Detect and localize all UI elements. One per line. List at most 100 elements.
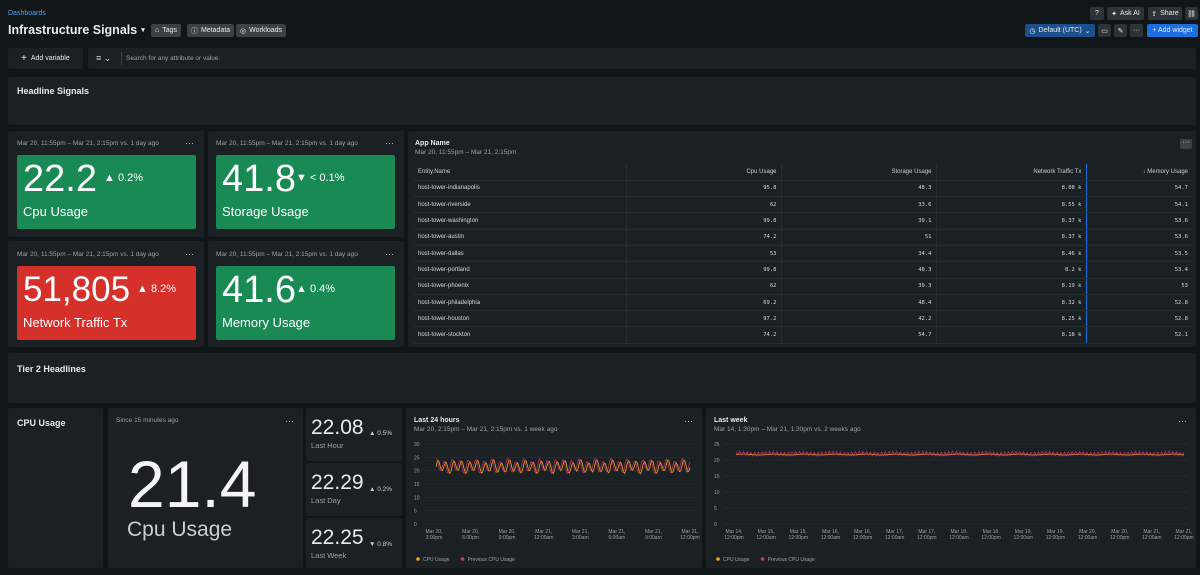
y-tick-label: 25	[414, 455, 420, 461]
billboard-storage[interactable]: 41.8 ▼ < 0.1% Storage Usage	[216, 155, 395, 229]
more-menu-icon[interactable]: ···	[1178, 416, 1187, 426]
legend-label[interactable]: CPU Usage	[423, 557, 450, 563]
table-cell: 54.1	[1086, 196, 1192, 214]
more-button[interactable]: ···	[1130, 24, 1143, 37]
billboard-change: ▼ < 0.1%	[296, 172, 345, 184]
chevron-down-icon[interactable]: ▾	[141, 27, 145, 34]
metadata-button[interactable]: ⓘ Metadata	[187, 24, 235, 37]
x-tick-label: Mar 20, 12:00am	[1078, 529, 1097, 541]
add-variable-button[interactable]: + Add variable	[8, 48, 83, 69]
billboard-memory[interactable]: 41.6 ▲ 0.4% Memory Usage	[216, 266, 395, 340]
table-row[interactable]: host-tower-houston 97.2 42.2 8.25 k 52.8	[414, 310, 1192, 328]
add-widget-button[interactable]: + Add widget	[1147, 24, 1198, 37]
column-header-sorted[interactable]: ↓ Memory Usage	[1086, 164, 1192, 181]
table-row[interactable]: host-tower-philadelphia 69.2 48.4 8.32 k 52.…	[414, 294, 1192, 312]
more-menu-icon[interactable]: ···	[185, 249, 194, 259]
ask-ai-label: Ask AI	[1120, 10, 1140, 17]
x-tick-label: Mar 20, 3:00pm	[426, 529, 443, 541]
sparkle-icon: ✦	[1111, 10, 1118, 18]
more-menu-icon[interactable]: ···	[385, 138, 394, 148]
help-button[interactable]: ?	[1090, 7, 1104, 20]
table-title: App Name	[415, 140, 450, 147]
more-menu-icon[interactable]: ···	[684, 416, 693, 426]
billboard-range: Mar 20, 11:55pm – Mar 21, 2:15pm vs. 1 d…	[216, 251, 358, 258]
table-cell: 53.6	[1086, 212, 1192, 230]
more-menu-icon[interactable]: ···	[385, 249, 394, 259]
more-menu-icon[interactable]: ···	[285, 416, 294, 426]
more-icon: ···	[1133, 27, 1140, 34]
x-tick-label: Mar 16, 12:00am	[821, 529, 840, 541]
chart-subtitle: Mar 14, 1:30pm – Mar 21, 1:30pm vs. 2 we…	[714, 426, 861, 433]
billboard-range: Mar 20, 11:55pm – Mar 21, 2:15pm vs. 1 d…	[216, 140, 358, 147]
x-tick-label: Mar 15, 12:00am	[756, 529, 775, 541]
comparison-value: 22.08	[311, 416, 364, 439]
cpu-since: Since 15 minutes ago	[116, 417, 179, 424]
x-tick-label: Mar 20, 12:00pm	[1110, 529, 1129, 541]
y-tick-label: 25	[714, 442, 720, 448]
table-cell: 48.4	[781, 294, 937, 312]
page-title: Infrastructure Signals ▾ ★	[8, 23, 163, 37]
table-cell: 42.2	[781, 310, 937, 328]
billboard-label: Storage Usage	[222, 204, 309, 219]
entity-name-cell: host-tower-dallas	[414, 245, 627, 263]
column-header[interactable]: Cpu Usage	[626, 164, 782, 181]
cpu-billboard-panel: Since 15 minutes ago ··· 21.4 Cpu Usage	[108, 408, 303, 568]
search-input[interactable]: Search for any attribute or value.	[126, 55, 221, 62]
y-tick-label: 10	[414, 495, 420, 501]
y-tick-label: 5	[714, 506, 717, 512]
table-row[interactable]: host-tower-riverside 62 33.6 8.55 k 54.1	[414, 196, 1192, 214]
entity-name-cell: host-tower-austin	[414, 229, 627, 246]
table-row[interactable]: host-tower-austin 74.2 51 8.37 k 53.6	[414, 229, 1192, 246]
table-row[interactable]: host-tower-dallas 53 34.4 8.46 k 53.5	[414, 245, 1192, 263]
legend-label[interactable]: Previous CPU Usage	[468, 557, 515, 563]
column-header[interactable]: Entity.Name	[414, 164, 627, 181]
more-menu-icon[interactable]: ···	[185, 138, 194, 148]
cpu-big-label: Cpu Usage	[127, 518, 233, 541]
legend-marker	[760, 557, 765, 561]
filter-icon[interactable]: ≡ ⌄	[96, 53, 112, 63]
edit-button[interactable]: ✎	[1114, 24, 1127, 37]
table-row[interactable]: host-tower-indianapolis 95.8 48.3 8.08 k 54.…	[414, 180, 1192, 198]
entity-name-cell: host-tower-stockton	[414, 326, 627, 344]
chart-title: Last 24 hours	[414, 417, 460, 424]
monitor-icon: ▭	[1101, 27, 1108, 35]
column-header[interactable]: Network Traffic Tx	[936, 164, 1087, 181]
billboard-label: Network Traffic Tx	[23, 315, 128, 330]
filter-bar: ≡ ⌄ Search for any attribute or value.	[88, 48, 1196, 69]
billboard-value: 51,805	[23, 270, 131, 309]
table-cell: 53	[1086, 278, 1192, 295]
table-cell: 33.6	[781, 196, 937, 214]
legend-marker	[416, 557, 420, 561]
table-row[interactable]: host-tower-washington 99.8 39.1 8.37 k 53.6	[414, 212, 1192, 230]
more-menu-button[interactable]: ···	[1180, 139, 1192, 149]
billboard-network[interactable]: 51,805 ▲ 8.2% Network Traffic Tx	[17, 266, 196, 340]
workloads-button[interactable]: ◎ Workloads	[236, 24, 287, 37]
table-cell: 39.3	[781, 278, 937, 295]
table-cell: 53.6	[1086, 229, 1192, 246]
table-row[interactable]: host-tower-portland 99.8 48.3 8.2 k 53.4	[414, 261, 1192, 279]
legend-label[interactable]: CPU Usage	[723, 557, 750, 563]
x-tick-label: Mar 21, 12:00pm	[680, 529, 699, 541]
tv-mode-button[interactable]: ▭	[1098, 24, 1111, 37]
column-header[interactable]: Storage Usage	[781, 164, 937, 181]
table-cell: 48.3	[781, 261, 937, 279]
legend-label[interactable]: Previous CPU Usage	[768, 557, 815, 563]
breadcrumb[interactable]: Dashboards	[8, 10, 46, 17]
y-tick-label: 15	[714, 474, 720, 480]
tags-button[interactable]: ⌂ Tags	[151, 24, 182, 37]
table-row[interactable]: host-tower-phoenix 62 39.3 8.19 k 53	[414, 278, 1192, 295]
table-cell: 8.32 k	[936, 294, 1087, 312]
billboard-cpu[interactable]: 22.2 ▲ 0.2% Cpu Usage	[17, 155, 196, 229]
table-row[interactable]: host-tower-stockton 74.2 54.7 8.18 k 52.1	[414, 326, 1192, 344]
entity-name-cell: host-tower-philadelphia	[414, 294, 627, 312]
share-button[interactable]: ⇪ Share	[1148, 7, 1182, 20]
ask-ai-button[interactable]: ✦ Ask AI	[1107, 7, 1144, 20]
timezone-selector[interactable]: ◷ Default (UTC) ⌄	[1025, 24, 1095, 37]
y-tick-label: 0	[414, 522, 417, 528]
x-tick-label: Mar 21, 6:00am	[608, 529, 625, 541]
comparison-label: Last Week	[311, 551, 347, 560]
table-cell: 8.46 k	[936, 245, 1087, 263]
series-line	[435, 459, 691, 475]
link-button[interactable]: ⛓	[1185, 7, 1198, 20]
x-tick-label: Mar 19, 12:00am	[1014, 529, 1033, 541]
